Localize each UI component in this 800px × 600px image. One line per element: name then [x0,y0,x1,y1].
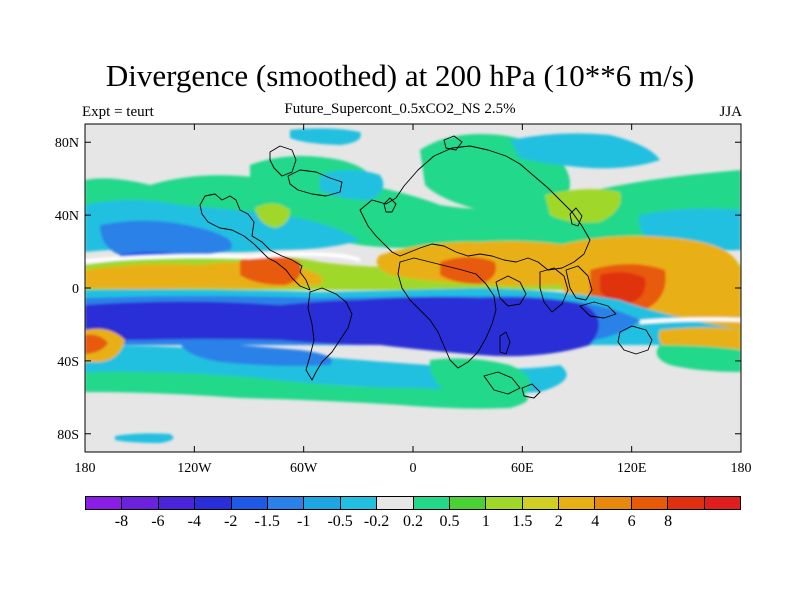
colorbar-swatch [631,497,669,509]
region-strong-convergence-band [85,296,599,357]
colorbar-swatch [595,497,632,509]
coastline-indonesia [579,301,617,319]
coastline-arctic-islands [443,135,463,151]
region-southeast-green [656,345,741,372]
experiment-label: Expt = teurt [82,104,154,120]
coastline-eurasia [359,145,591,271]
colorbar-label: -2 [224,513,238,530]
coastline-south-america [305,287,353,381]
colorbar-swatch [340,497,378,509]
region-divergence-peak-east [600,272,646,304]
plot-title: Divergence (smoothed) at 200 hPa (10**6 … [105,58,695,93]
colorbar-swatch [377,497,414,509]
colorbar-label: -0.5 [327,513,353,530]
region-north-convergence-lightblue [320,170,384,200]
region-arctic-lightblue [510,133,660,169]
colorbar-swatch [522,497,560,509]
colorbar-label: -4 [187,513,201,530]
x-tick-label: 120W [177,461,212,476]
colorbar-swatch [486,497,523,509]
coastline-greenland [269,145,297,177]
coastline-arabia [495,275,527,307]
x-tick-label: 60W [290,461,318,476]
continent-outlines [199,135,653,399]
y-tick-label: 40N [55,209,79,224]
y-tick-label: 80S [57,428,79,443]
colorbar-label: 0.5 [439,513,460,530]
contour-fill [85,128,741,443]
colorbar-label: -6 [151,513,165,530]
colorbar-swatch [704,497,741,509]
region-south-pacific-blue [180,340,332,366]
colorbar-label: -8 [114,513,129,530]
coastline-southeast-asia [565,265,593,301]
y-tick-label: 80N [55,136,79,151]
colorbar-swatch [231,497,268,509]
colorbar-swatch [122,497,159,509]
colorbar-swatch [195,497,232,509]
colorbar-swatch [158,497,196,509]
region-equatorial-white-gap-east [640,317,741,324]
plot-subtitle: Future_Supercont_0.5xCO2_NS 2.5% [284,101,516,117]
coastline-japan [569,207,583,227]
region-north-pacific-blue [100,220,232,259]
colorbar-label: 0.2 [403,513,423,530]
region-northeast-yellow [545,189,621,223]
colorbar-label: 1.5 [512,513,533,530]
coastline-africa [397,257,497,369]
colorbar-label: -1 [296,513,311,530]
colorbar-label: 2 [554,513,563,530]
coastline-madagascar [499,331,511,355]
x-tick-label: 180 [731,461,752,476]
axis-ticks [84,124,742,452]
colorbar-label: 8 [664,513,673,530]
x-tick-label: 180 [75,461,96,476]
y-tick-label: 0 [72,282,79,297]
x-tick-label: 120E [617,461,647,476]
colorbar-label: -0.2 [363,513,390,530]
colorbar-label: 4 [591,513,600,530]
region-equatorial-white-gap [85,252,360,263]
colorbar-swatch [668,497,705,509]
colorbar-label: 1 [481,513,490,530]
coastline-antarctic-peninsula [521,383,541,399]
colorbar-swatch [86,497,123,509]
region-arctic-north-lightblue [290,128,361,145]
region-divergence-max-africa [440,257,496,284]
colorbar-labels: -8 -6 -4 -2 -1.5 -1 -0.5 -0.2 0.2 0.5 1 1.5 2 4 6 8 [85,512,741,534]
season-label: JJA [719,104,742,120]
y-tick-label: 40S [57,355,79,370]
axis-labels: 180 120W 60W 0 60E 120E 180 80N 40N 0 40S 80S [55,136,752,476]
coastline-india [539,267,569,313]
region-far-south-lightblue [115,433,174,443]
region-divergence-max-west [240,255,301,285]
region-northwest-yellow [255,203,290,228]
colorbar-label: -1.5 [254,513,280,530]
colorbar-swatch [559,497,596,509]
region-south-green-band [85,371,528,409]
colorbar-swatch [267,497,305,509]
region-south-atlantic-green [429,358,531,401]
colorbar-swatch [413,497,450,509]
x-tick-label: 60E [511,461,534,476]
colorbar-label: 6 [627,513,636,530]
region-southwest-red [85,334,108,354]
coastline-southern-tip [483,371,521,395]
coastline-british-isles [383,197,397,213]
colorbar [85,496,741,510]
colorbar-swatch [304,497,341,509]
coastline-north-america [199,193,311,291]
coastline-arctic-canada [287,169,343,197]
coastline-australia [617,325,653,355]
colorbar-swatch [449,497,487,509]
x-tick-label: 0 [410,461,417,476]
